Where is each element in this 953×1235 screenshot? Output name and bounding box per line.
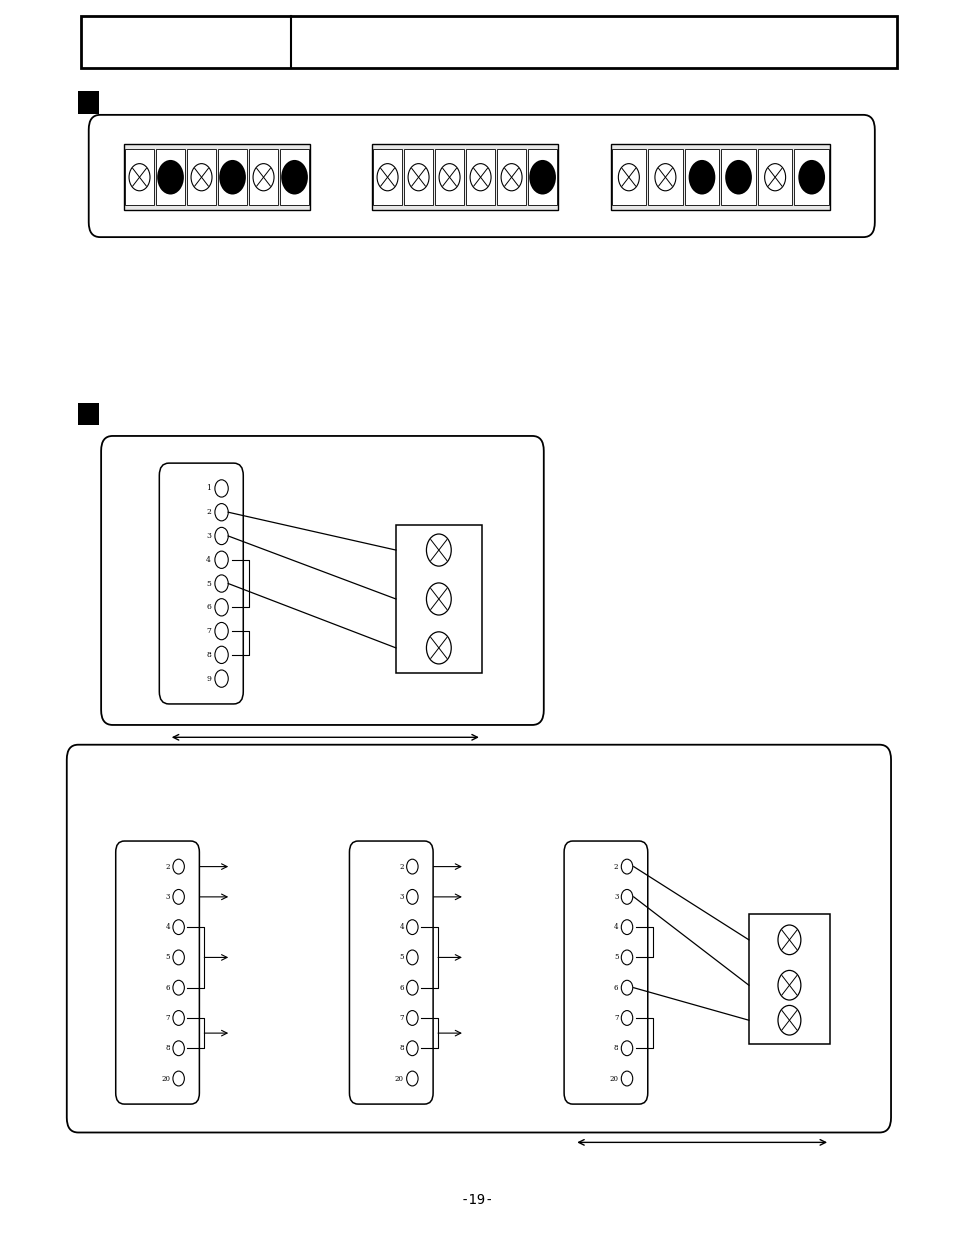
Bar <box>404 149 433 205</box>
Text: 7: 7 <box>399 1014 403 1023</box>
Bar <box>78 91 99 114</box>
Text: 4: 4 <box>206 556 211 563</box>
Circle shape <box>724 159 751 195</box>
Bar <box>611 149 645 205</box>
Text: 4: 4 <box>399 923 403 931</box>
Text: 6: 6 <box>206 604 211 611</box>
Text: 3: 3 <box>166 893 170 900</box>
Bar <box>757 149 792 205</box>
Bar <box>684 149 719 205</box>
Text: 20: 20 <box>395 1074 403 1083</box>
Text: 9: 9 <box>206 674 211 683</box>
Text: 7: 7 <box>166 1014 170 1023</box>
Bar <box>156 149 185 205</box>
Text: -19-: -19- <box>459 1193 494 1208</box>
Bar <box>81 16 896 68</box>
Circle shape <box>219 159 246 195</box>
FancyBboxPatch shape <box>115 841 199 1104</box>
Bar <box>125 149 153 205</box>
Text: 2: 2 <box>206 509 211 516</box>
Text: 2: 2 <box>399 862 403 871</box>
Bar <box>748 914 829 1044</box>
Text: 4: 4 <box>166 923 170 931</box>
Text: 5: 5 <box>614 953 618 961</box>
FancyBboxPatch shape <box>159 463 243 704</box>
Text: 4: 4 <box>614 923 618 931</box>
Bar <box>720 149 755 205</box>
Text: 5: 5 <box>166 953 170 961</box>
Bar <box>647 149 682 205</box>
Text: 20: 20 <box>161 1074 170 1083</box>
Circle shape <box>157 159 184 195</box>
Bar <box>466 149 495 205</box>
Bar <box>187 149 215 205</box>
FancyBboxPatch shape <box>101 436 543 725</box>
Bar <box>124 144 310 210</box>
Text: 7: 7 <box>206 627 211 635</box>
Bar <box>794 149 828 205</box>
Text: 2: 2 <box>166 862 170 871</box>
Text: 3: 3 <box>399 893 403 900</box>
Text: 5: 5 <box>206 579 211 588</box>
FancyBboxPatch shape <box>67 745 890 1132</box>
FancyBboxPatch shape <box>89 115 874 237</box>
Bar <box>497 149 525 205</box>
Circle shape <box>798 159 824 195</box>
Text: 6: 6 <box>399 984 403 992</box>
Circle shape <box>529 159 556 195</box>
Text: 3: 3 <box>614 893 618 900</box>
Text: 20: 20 <box>609 1074 618 1083</box>
Bar <box>527 149 557 205</box>
Circle shape <box>281 159 308 195</box>
Bar <box>373 149 401 205</box>
Bar <box>372 144 558 210</box>
Text: 1: 1 <box>206 484 211 493</box>
FancyBboxPatch shape <box>563 841 647 1104</box>
Text: 6: 6 <box>166 984 170 992</box>
Text: 8: 8 <box>614 1045 618 1052</box>
Text: 6: 6 <box>614 984 618 992</box>
Text: 5: 5 <box>399 953 403 961</box>
Text: 8: 8 <box>166 1045 170 1052</box>
Text: 7: 7 <box>614 1014 618 1023</box>
Bar <box>217 149 247 205</box>
Bar <box>78 403 99 425</box>
Bar <box>610 144 829 210</box>
Text: 8: 8 <box>206 651 211 658</box>
Text: 2: 2 <box>614 862 618 871</box>
Bar <box>249 149 278 205</box>
FancyBboxPatch shape <box>349 841 433 1104</box>
Bar <box>435 149 463 205</box>
Text: 8: 8 <box>399 1045 403 1052</box>
Circle shape <box>688 159 715 195</box>
Bar <box>280 149 309 205</box>
Text: 3: 3 <box>206 532 211 540</box>
Bar <box>395 525 481 673</box>
